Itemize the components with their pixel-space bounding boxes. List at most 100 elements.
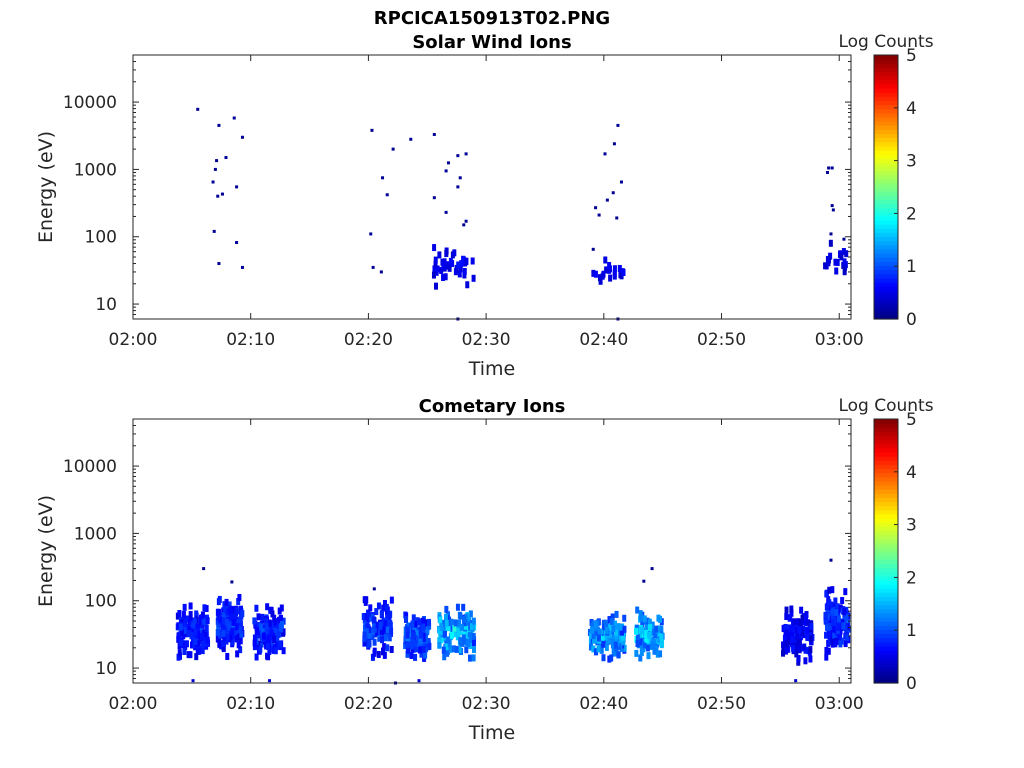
- data-cell: [784, 613, 789, 621]
- colorbar-segment: [874, 187, 898, 192]
- data-cell: [599, 646, 604, 654]
- colorbar-segment: [874, 228, 898, 233]
- data-cell: [827, 586, 832, 594]
- colorbar-segment: [874, 674, 898, 680]
- data-cell: [252, 617, 257, 625]
- data-cell: [635, 606, 640, 614]
- data-cell: [180, 641, 185, 649]
- x-tick-label: 02:30: [462, 330, 511, 350]
- data-cell: [188, 651, 193, 659]
- colorbar-segment: [874, 633, 898, 639]
- colorbar-segment: [874, 125, 898, 130]
- data-cell: [832, 632, 837, 640]
- data-cell: [639, 648, 644, 656]
- data-cell: [610, 638, 615, 646]
- data-cell: [258, 645, 263, 653]
- data-cell: [653, 631, 658, 639]
- data-cell: [278, 623, 283, 631]
- colorbar-tick-label: 2: [906, 204, 917, 224]
- x-tick-label: 02:20: [344, 694, 393, 714]
- data-cell: [447, 640, 452, 648]
- data-cell: [411, 631, 416, 639]
- data-cell: [647, 624, 652, 632]
- colorbar-segment: [874, 658, 898, 663]
- data-cell: [188, 602, 193, 610]
- colorbar-segment: [874, 178, 898, 184]
- data-cell: [385, 614, 390, 622]
- colorbar-segment: [874, 526, 898, 531]
- data-cell: [405, 650, 410, 658]
- data-cell: [426, 618, 431, 626]
- data-cell: [824, 603, 829, 611]
- data-cell: [266, 628, 271, 636]
- y-tick-label: 10: [95, 295, 117, 315]
- data-cell: [618, 623, 623, 631]
- colorbar-segment: [874, 447, 898, 453]
- data-cell: [826, 647, 831, 655]
- data-cell: [370, 653, 375, 661]
- colorbar-segment: [874, 551, 898, 556]
- data-pixel: [217, 262, 221, 266]
- data-cell: [607, 261, 612, 269]
- data-pixel: [830, 204, 834, 208]
- x-tick-label: 02:20: [344, 330, 393, 350]
- data-cell: [464, 646, 469, 654]
- data-cell: [415, 629, 420, 637]
- data-cell: [839, 253, 844, 261]
- data-cell: [603, 256, 608, 264]
- data-cell: [458, 265, 463, 273]
- data-cell: [370, 633, 375, 641]
- x-tick-label: 02:40: [579, 694, 628, 714]
- data-cell: [445, 623, 450, 631]
- colorbar-segment: [874, 129, 898, 134]
- data-cell: [372, 625, 377, 633]
- colorbar-segment: [874, 104, 898, 110]
- data-cell: [802, 643, 807, 651]
- data-cell: [382, 651, 387, 659]
- data-cell: [660, 639, 665, 647]
- data-cell: [465, 281, 470, 289]
- data-pixel: [603, 152, 607, 156]
- data-cell: [368, 604, 373, 612]
- data-cell: [417, 642, 422, 650]
- data-cell: [380, 636, 385, 644]
- data-cell: [462, 615, 467, 623]
- data-cell: [272, 614, 277, 622]
- data-cell: [234, 635, 239, 643]
- colorbar-segment: [874, 195, 898, 200]
- data-cell: [438, 616, 443, 624]
- data-cell: [228, 612, 233, 620]
- data-cell: [230, 627, 235, 635]
- data-cell: [790, 632, 795, 640]
- data-cell: [193, 638, 198, 646]
- data-cell: [835, 622, 840, 630]
- data-cell: [791, 644, 796, 652]
- colorbar-segment: [874, 419, 898, 424]
- data-cell: [637, 631, 642, 639]
- data-cell: [842, 608, 847, 616]
- x-tick-label: 02:00: [109, 330, 158, 350]
- data-cell: [789, 605, 794, 613]
- data-pixel: [235, 241, 239, 245]
- data-cell: [437, 251, 442, 259]
- colorbar-segment: [874, 522, 898, 527]
- data-cell: [403, 642, 408, 650]
- data-cell: [607, 630, 612, 638]
- data-pixel: [830, 166, 834, 170]
- colorbar-segment: [874, 571, 898, 577]
- data-cell: [433, 256, 438, 264]
- data-cell: [204, 605, 209, 613]
- data-cell: [239, 630, 244, 638]
- data-cell: [796, 639, 801, 647]
- y-tick-label: 1000: [74, 524, 117, 544]
- data-pixel: [220, 192, 224, 196]
- colorbar-segment: [874, 650, 898, 655]
- colorbar-segment: [874, 489, 898, 494]
- data-cell: [600, 635, 605, 643]
- data-cell: [451, 645, 456, 653]
- data-cell: [608, 624, 613, 632]
- y-tick-label: 10000: [63, 457, 117, 477]
- data-cell: [471, 274, 476, 282]
- data-cell: [806, 619, 811, 627]
- data-pixel: [202, 567, 206, 571]
